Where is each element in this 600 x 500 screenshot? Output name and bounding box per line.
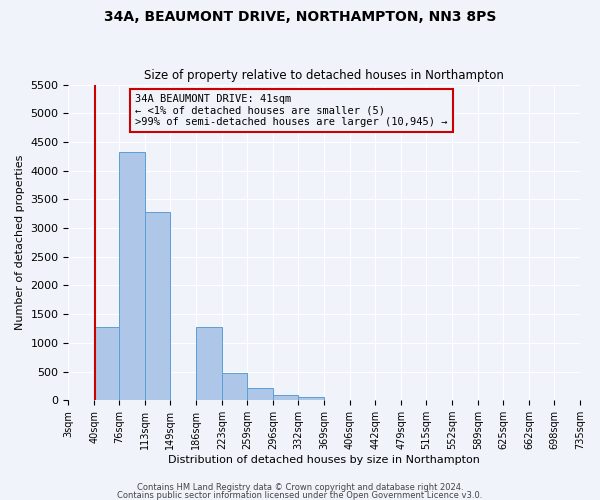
- Y-axis label: Number of detached properties: Number of detached properties: [15, 154, 25, 330]
- Bar: [298, 397, 324, 400]
- Text: Contains HM Land Registry data © Crown copyright and database right 2024.: Contains HM Land Registry data © Crown c…: [137, 483, 463, 492]
- Bar: [247, 388, 273, 400]
- Bar: [222, 372, 247, 400]
- Text: Contains public sector information licensed under the Open Government Licence v3: Contains public sector information licen…: [118, 490, 482, 500]
- Text: 34A BEAUMONT DRIVE: 41sqm
← <1% of detached houses are smaller (5)
>99% of semi-: 34A BEAUMONT DRIVE: 41sqm ← <1% of detac…: [135, 94, 448, 127]
- Bar: [196, 327, 222, 400]
- Text: 34A, BEAUMONT DRIVE, NORTHAMPTON, NN3 8PS: 34A, BEAUMONT DRIVE, NORTHAMPTON, NN3 8P…: [104, 10, 496, 24]
- Bar: [145, 212, 170, 400]
- Bar: [94, 328, 119, 400]
- Bar: [119, 152, 145, 400]
- Bar: [273, 395, 298, 400]
- Title: Size of property relative to detached houses in Northampton: Size of property relative to detached ho…: [144, 69, 504, 82]
- X-axis label: Distribution of detached houses by size in Northampton: Distribution of detached houses by size …: [168, 455, 480, 465]
